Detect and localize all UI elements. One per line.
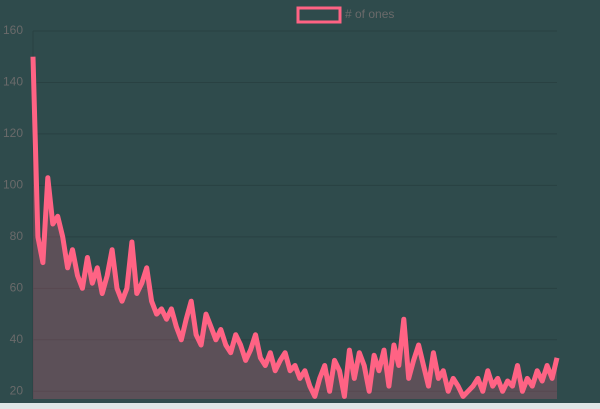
area	[33, 56, 557, 399]
y-tick-label: 40	[10, 332, 24, 346]
line	[30, 56, 560, 399]
bottom-strip	[0, 403, 600, 409]
y-tick-label: 80	[10, 229, 24, 243]
legend-swatch	[296, 6, 342, 24]
y-tick-label: 160	[3, 23, 23, 37]
y-tick-label: 140	[3, 75, 23, 89]
y-tick-label: 120	[3, 126, 23, 140]
legend-label: # of ones	[345, 7, 394, 21]
y-tick-label: 20	[10, 383, 24, 397]
y-tick-label: 60	[10, 281, 24, 295]
y-tick-label: 100	[3, 178, 23, 192]
